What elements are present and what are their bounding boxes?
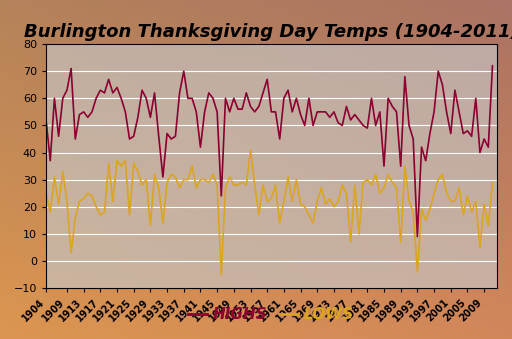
LOWS bbox=[260, 183, 266, 187]
Line: HIGHS: HIGHS bbox=[46, 66, 493, 237]
LOWS bbox=[247, 148, 253, 152]
Legend: HIGHS, LOWS: HIGHS, LOWS bbox=[182, 301, 360, 328]
HIGHS bbox=[89, 110, 95, 114]
HIGHS bbox=[114, 85, 120, 89]
HIGHS bbox=[489, 64, 496, 68]
Title: Burlington Thanksgiving Day Temps (1904-2011): Burlington Thanksgiving Day Temps (1904-… bbox=[24, 23, 512, 41]
HIGHS bbox=[251, 110, 258, 114]
HIGHS bbox=[414, 235, 420, 239]
LOWS bbox=[443, 191, 450, 195]
LOWS bbox=[114, 159, 120, 163]
Line: LOWS: LOWS bbox=[46, 150, 493, 275]
LOWS bbox=[489, 180, 496, 184]
LOWS bbox=[43, 191, 49, 195]
HIGHS bbox=[431, 110, 437, 114]
HIGHS bbox=[485, 145, 492, 149]
LOWS bbox=[406, 199, 412, 203]
HIGHS bbox=[43, 118, 49, 122]
LOWS bbox=[218, 273, 224, 277]
LOWS bbox=[435, 178, 441, 182]
HIGHS bbox=[398, 164, 404, 168]
LOWS bbox=[89, 194, 95, 198]
